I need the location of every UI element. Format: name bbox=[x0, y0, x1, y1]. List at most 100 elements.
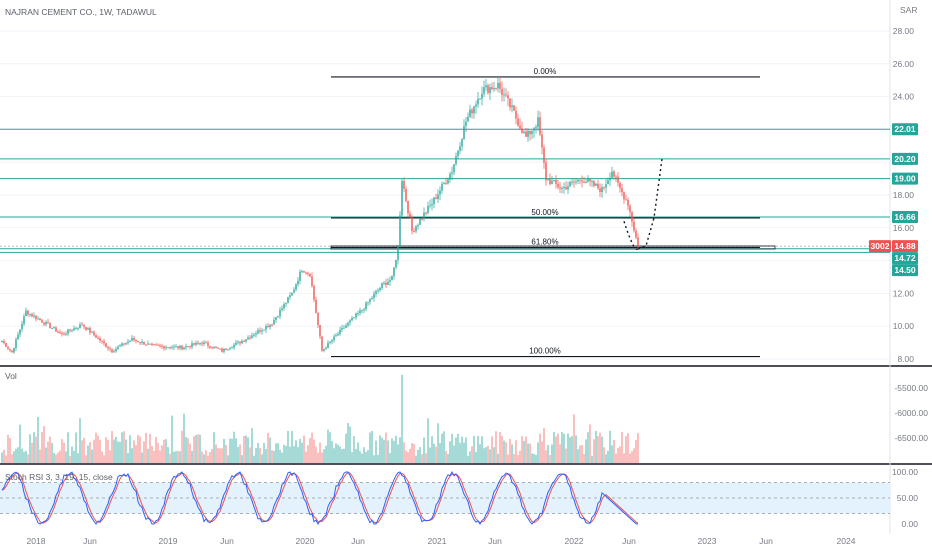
volume-bar bbox=[629, 453, 631, 463]
candle-body bbox=[549, 179, 551, 184]
time-axis[interactable]: 2018 Jun 2019 Jun 2020 Jun 2021 Jun 2022 Jun 2023 J… bbox=[27, 536, 856, 546]
time-tick-label: Jun bbox=[759, 536, 773, 546]
candle-body bbox=[137, 340, 139, 343]
candle-body bbox=[97, 337, 99, 339]
candle-body bbox=[611, 171, 613, 178]
volume-bar bbox=[303, 435, 305, 463]
candle-body bbox=[151, 343, 153, 345]
candle-body bbox=[105, 343, 107, 347]
volume-bar bbox=[49, 436, 51, 463]
candle-body bbox=[45, 322, 47, 325]
candle-body bbox=[435, 197, 437, 200]
stoch-pane-title: Stoch RSI 3, 3, 19, 15, close bbox=[5, 472, 113, 482]
candle-body bbox=[77, 327, 79, 329]
candle-body bbox=[217, 347, 219, 349]
volume-bar bbox=[175, 451, 177, 463]
time-tick-label: 2019 bbox=[159, 536, 178, 546]
candle-body bbox=[345, 325, 347, 328]
volume-bar bbox=[419, 447, 421, 463]
candle-body bbox=[423, 212, 425, 219]
fib-level-label: 100.00% bbox=[529, 347, 561, 356]
volume-bar bbox=[127, 453, 129, 463]
candle-body bbox=[375, 291, 377, 294]
volume-bar bbox=[223, 438, 225, 463]
volume-tick-label: -6000.00 bbox=[894, 408, 928, 418]
volume-bar bbox=[269, 437, 271, 463]
candle-body bbox=[255, 333, 257, 335]
volume-bar bbox=[3, 449, 5, 463]
candle-body bbox=[507, 95, 509, 99]
volume-bar bbox=[621, 432, 623, 463]
volume-bar bbox=[445, 450, 447, 463]
projection-path[interactable] bbox=[623, 158, 663, 251]
candle-body bbox=[63, 333, 65, 335]
candle-body bbox=[525, 131, 527, 137]
volume-bar bbox=[505, 442, 507, 463]
candle-body bbox=[173, 346, 175, 348]
candle-body bbox=[535, 127, 537, 129]
candle-body bbox=[291, 292, 293, 296]
candle-body bbox=[631, 211, 633, 222]
candle-body bbox=[271, 324, 273, 326]
volume-bar bbox=[97, 435, 99, 463]
candle-body bbox=[393, 267, 395, 277]
candle-body bbox=[15, 339, 17, 349]
candle-body bbox=[569, 182, 571, 187]
volume-bar bbox=[573, 414, 575, 463]
level-tag: 16.66 bbox=[894, 212, 916, 222]
candle-body bbox=[539, 117, 541, 135]
candle-body bbox=[327, 342, 329, 348]
candle-body bbox=[363, 309, 365, 311]
candle-body bbox=[323, 348, 325, 351]
volume-bar bbox=[397, 444, 399, 463]
fib-retracement[interactable]: 0.00% 50.00% 61.80% 100.00% bbox=[330, 67, 776, 358]
volume-bar bbox=[209, 452, 211, 463]
volume-bar bbox=[561, 432, 563, 463]
volume-bar bbox=[203, 454, 205, 463]
candle-body bbox=[603, 187, 605, 189]
candle-body bbox=[389, 280, 391, 282]
candle-body bbox=[233, 344, 235, 348]
candle-body bbox=[221, 348, 223, 352]
candle-body bbox=[165, 347, 167, 349]
volume-bar bbox=[191, 450, 193, 463]
volume-bar bbox=[373, 455, 375, 463]
volume-pane-title: Vol bbox=[5, 371, 17, 381]
volume-bar bbox=[25, 451, 27, 463]
volume-bar bbox=[167, 447, 169, 463]
candle-body bbox=[429, 205, 431, 207]
volume-bar bbox=[503, 440, 505, 463]
price-tick-label: 28.00 bbox=[893, 26, 915, 36]
volume-bar bbox=[627, 433, 629, 463]
volume-bar bbox=[15, 448, 17, 463]
volume-bar bbox=[109, 450, 111, 463]
candle-body bbox=[399, 215, 401, 247]
candle-body bbox=[455, 156, 457, 165]
candle-body bbox=[91, 331, 93, 333]
candle-body bbox=[281, 308, 283, 310]
stoch-tick-label: 100.00 bbox=[892, 467, 918, 477]
volume-bar bbox=[483, 448, 485, 463]
volume-bar bbox=[249, 447, 251, 463]
candle-body bbox=[461, 139, 463, 147]
candle-body bbox=[529, 130, 531, 135]
candle-body bbox=[119, 345, 121, 347]
candle-body bbox=[515, 110, 517, 119]
volume-bar bbox=[527, 443, 529, 463]
candle-body bbox=[19, 329, 21, 335]
grid-lines bbox=[0, 30, 890, 360]
volume-bar bbox=[259, 448, 261, 463]
volume-bar bbox=[553, 431, 555, 463]
volume-bar bbox=[399, 437, 401, 463]
volume-bar bbox=[85, 455, 87, 463]
volume-bar bbox=[335, 443, 337, 463]
candle-body bbox=[155, 344, 157, 346]
volume-bar bbox=[323, 449, 325, 463]
volume-bar bbox=[381, 437, 383, 463]
volume-bar bbox=[491, 436, 493, 463]
candle-body bbox=[609, 177, 611, 181]
candle-body bbox=[337, 333, 339, 336]
candle-body bbox=[617, 176, 619, 183]
volume-bar bbox=[213, 432, 215, 463]
